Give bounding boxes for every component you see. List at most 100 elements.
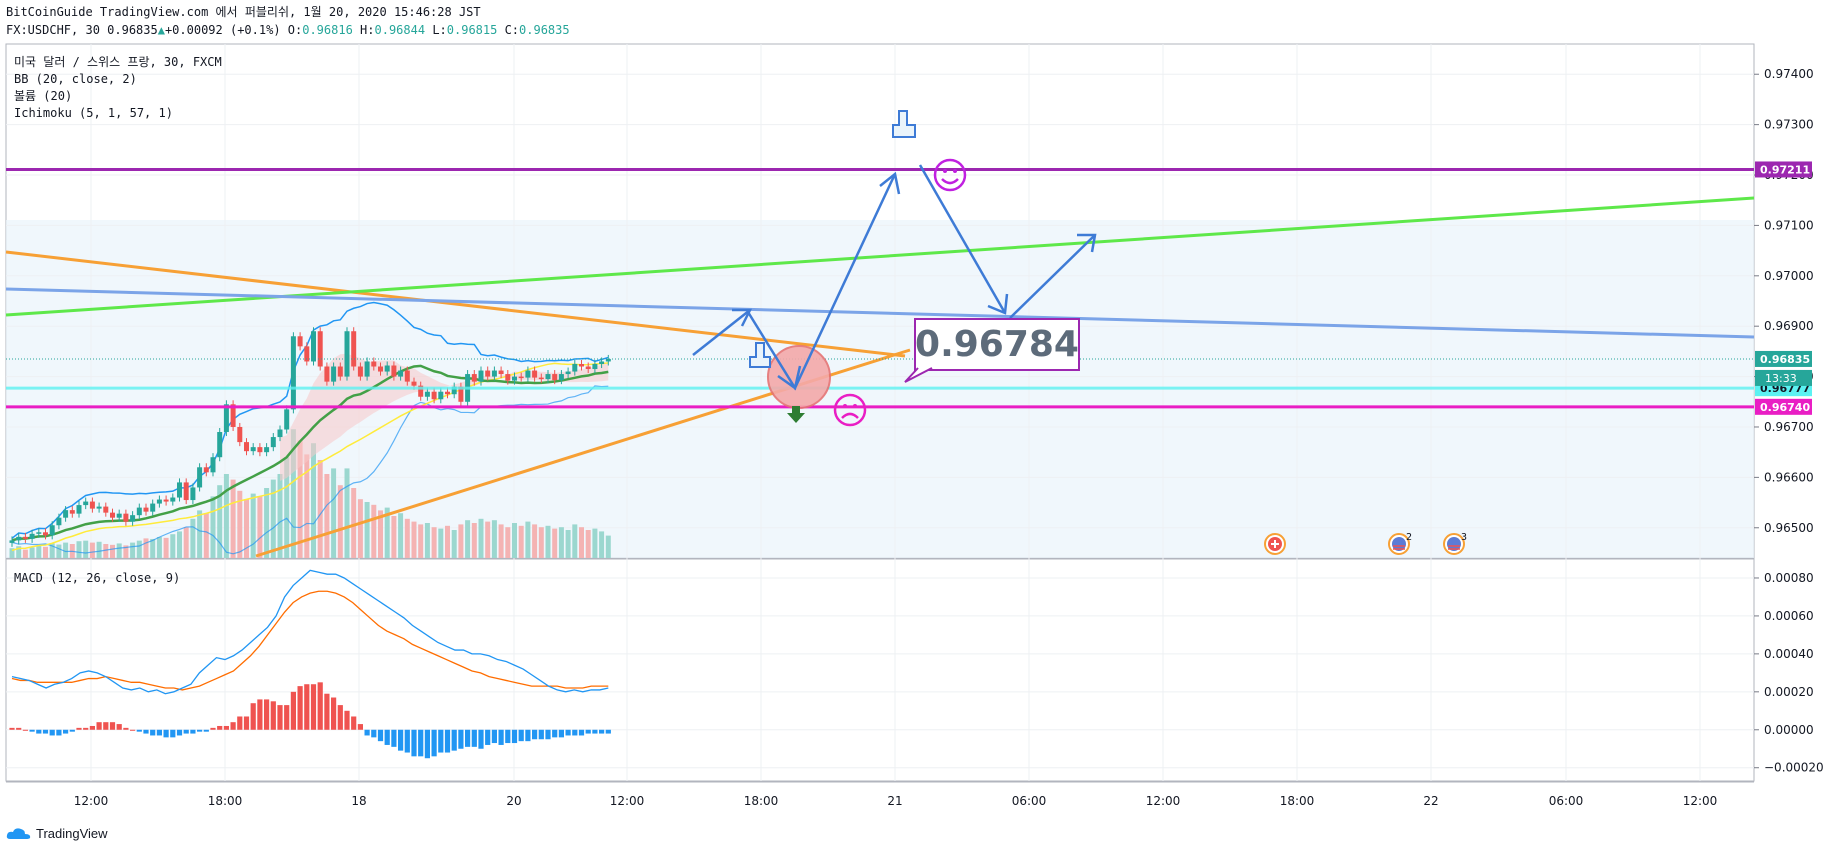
candle-body [585,366,591,370]
drawn-lines[interactable] [5,167,1755,558]
candle-body [458,386,464,402]
candle-body [364,361,370,377]
volume-bar [163,537,169,558]
trendline-blue [5,287,1755,339]
macd-histogram-bar [364,729,370,736]
candle-body [498,370,504,375]
volume-bar [605,535,611,558]
time-tick-label: 18 [351,794,366,808]
volume-bar [83,540,89,558]
macd-histogram-bar [42,729,49,734]
legend-bb[interactable]: BB (20, close, 2) [14,72,137,86]
candle-body [552,374,558,381]
candle-body [438,391,444,400]
macd-signal-line [11,590,609,691]
volume-bar [136,540,142,558]
volume-bar [579,527,584,558]
volume-bar [250,493,256,558]
candle-body [156,499,162,504]
legend-macd[interactable]: MACD (12, 26, close, 9) [14,571,181,585]
volume-bar [445,525,450,558]
macd-pane[interactable] [5,558,1755,782]
candle-body [69,510,75,514]
candle-body [565,371,571,375]
macd-tick-label: 0.00020 [1764,685,1814,699]
candle-body [257,447,263,453]
volume-bar [29,547,35,558]
candle-body [391,365,397,377]
macd-histogram-bar [444,729,451,753]
candle-body [398,370,404,377]
macd-histogram-bar [357,724,363,730]
volume-bar [237,490,243,558]
trendline-orange-upper [5,250,906,358]
macd-histogram-bar [96,722,102,730]
event-marker-plus-icon[interactable] [1264,533,1286,555]
candle-body [22,536,28,539]
candle-body [230,404,236,427]
candle-body [579,363,584,367]
svg-text:2: 2 [1406,532,1412,543]
event-marker-us-flag-icon[interactable]: 2 [1388,532,1412,555]
candle-body [445,391,450,395]
candle-body [237,426,243,443]
candle-body [558,374,564,381]
grid-lines [6,44,1754,781]
candle-body [284,409,290,430]
volume-bar [331,468,337,558]
volume-bar [123,545,129,558]
candle-body [264,447,270,453]
candle-body [83,501,89,506]
volume-bar [538,527,544,558]
legend-title[interactable]: 미국 달러 / 스위스 프랑, 30, FXCM [14,55,222,69]
projection-arrow-head-4 [987,293,1009,315]
candle-body [116,513,122,518]
macd-histogram-bar [123,727,129,730]
low-label: L: [432,23,447,37]
macd-histogram-bar [424,729,430,759]
macd-histogram-bar [545,729,551,740]
volume-bar [264,488,270,558]
ichimoku-cloud [280,353,609,482]
macd-histogram-bar [384,729,390,745]
price-tick-label: 0.97300 [1764,118,1814,132]
candle-body [378,366,383,372]
volume-bar [512,523,517,558]
candle-body [331,366,337,382]
macd-histogram-bar [156,729,162,736]
macd-histogram-bar [511,729,518,744]
macd-tick-label: 0.00000 [1764,723,1814,737]
candle-body [250,447,256,452]
legend-volume[interactable]: 볼륨 (20) [14,89,73,103]
volume-bar [411,521,417,558]
legend-ichimoku[interactable]: Ichimoku (5, 1, 57, 1) [14,106,173,120]
event-marker-us-flag-icon[interactable]: 3 [1443,532,1467,555]
candle-body [163,499,169,502]
macd-histogram-bar [377,729,384,742]
volume-bar [16,546,22,558]
volume-bars [9,429,611,558]
volume-bar [257,496,263,558]
macd-histogram-bar [532,729,538,740]
volume-bar [404,518,410,558]
tradingview-logo[interactable]: TradingView [6,826,108,841]
low-value: 0.96815 [446,23,498,37]
macd-histogram-bar [465,729,471,747]
candle-body [49,525,55,536]
volume-bar [424,523,430,558]
macd-histogram-bar [203,729,209,732]
macd-histogram-bar [592,729,598,734]
pointing-hand-up-icon [892,110,916,138]
macd-histogram-bar [337,705,343,730]
macd-histogram-bar [29,729,35,732]
signal-arrow-up-icon [787,406,805,423]
volume-bar [22,549,28,558]
volume-bar [465,520,471,558]
volume-bar [297,440,303,558]
candle-body [177,482,182,498]
macd-histogram-bar [552,729,558,738]
volume-bar [565,530,571,558]
annotations[interactable]: 0.96784 2 3 [692,110,1467,555]
